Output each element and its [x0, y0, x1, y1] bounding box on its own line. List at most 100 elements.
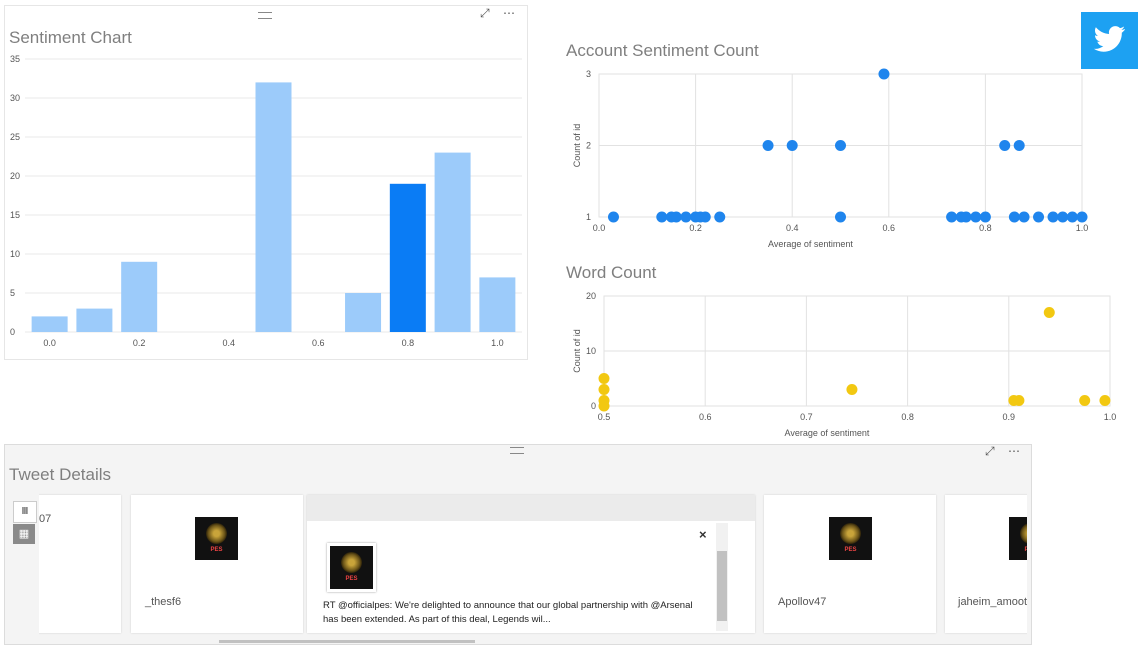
scatter-point	[999, 140, 1011, 151]
card-username: 07	[39, 513, 52, 525]
scatter-point	[1043, 307, 1055, 318]
x-tick-label: 0.0	[43, 338, 56, 348]
x-tick-label: 0.4	[786, 223, 799, 233]
scatter-point	[670, 211, 682, 223]
profile-thumbnail: PES	[195, 517, 238, 560]
list-view-button[interactable]: Ⅲ	[13, 501, 37, 523]
y-tick-label: 3	[586, 69, 591, 79]
more-options-icon[interactable]: ⋯	[1008, 444, 1020, 458]
scatter-point	[1008, 211, 1020, 223]
scatter-point	[699, 211, 711, 223]
vertical-scrollbar[interactable]	[716, 523, 728, 631]
y-axis-title: Count of id	[572, 124, 582, 168]
tweet-card[interactable]: PES _thesf6	[131, 495, 303, 633]
scatter-point	[1057, 211, 1069, 223]
x-axis-title: Average of sentiment	[768, 239, 853, 249]
y-tick-label: 1	[586, 212, 591, 222]
scatter-point	[607, 211, 619, 223]
y-tick-label: 10	[10, 249, 20, 259]
scatter-point	[598, 373, 610, 384]
x-tick-label: 0.8	[402, 338, 415, 348]
scatter-point	[1047, 211, 1059, 223]
scatter-point	[846, 384, 858, 395]
tweet-text: RT @officialpes: We're delighted to anno…	[323, 600, 693, 625]
x-tick-label: 0.2	[689, 223, 702, 233]
x-tick-label: 0.7	[800, 412, 813, 422]
scatter-point	[1099, 395, 1111, 406]
x-tick-label: 0.5	[598, 412, 611, 422]
x-tick-label: 0.8	[979, 223, 992, 233]
x-tick-label: 0.8	[901, 412, 914, 422]
tweet-card[interactable]: PES Apollov47	[764, 495, 936, 633]
profile-thumbnail: PES	[1009, 517, 1027, 560]
scatter-point	[598, 384, 610, 395]
y-axis-title: Count of id	[572, 329, 582, 373]
bar	[389, 183, 426, 332]
twitter-bird-icon	[1081, 12, 1138, 69]
more-options-icon[interactable]: ⋯	[503, 6, 515, 20]
word-count-title: Word Count	[566, 263, 657, 282]
y-tick-label: 2	[586, 141, 591, 151]
tweet-details-panel: ⤢ ⋯ Tweet Details Ⅲ ▦ 07 PES _thesf6 PES…	[4, 444, 1032, 645]
scatter-point	[979, 211, 991, 223]
scatter-point	[1076, 211, 1088, 223]
scatter-point	[762, 140, 774, 151]
card-username: _thesf6	[145, 596, 182, 608]
card-username: jaheim_amoot	[958, 596, 1027, 608]
bar	[345, 293, 382, 332]
y-tick-label: 0	[591, 401, 596, 411]
scatter-point	[786, 140, 798, 151]
scatter-point	[1066, 211, 1078, 223]
scatter-point	[1079, 395, 1091, 406]
scatter-point	[946, 211, 958, 223]
scatter-point	[714, 211, 726, 223]
bar	[121, 261, 158, 332]
scatter-point	[878, 68, 890, 80]
scatter-point	[598, 400, 610, 412]
x-tick-label: 0.9	[1003, 412, 1016, 422]
account-sentiment-scatter: 0.0 0.2 0.4 0.6 0.8 1.0 1 2 3 Average of sentimen…	[572, 68, 1089, 249]
scatter-point	[656, 211, 668, 223]
y-tick-label: 0	[10, 327, 15, 337]
x-tick-label: 0.6	[312, 338, 325, 348]
account-sentiment-title: Account Sentiment Count	[566, 41, 759, 60]
scatter-point	[1033, 211, 1045, 223]
tweet-card[interactable]: PES jaheim_amoot	[945, 495, 1027, 633]
x-tick-label: 1.0	[1076, 223, 1089, 233]
card-strip: 07 PES _thesf6 PES × RT @officialpes: We…	[39, 493, 1027, 635]
scatter-point	[835, 140, 846, 151]
profile-thumbnail: PES	[327, 543, 376, 592]
x-tick-label: 1.0	[491, 338, 504, 348]
close-icon[interactable]: ×	[699, 527, 707, 542]
y-tick-label: 20	[586, 291, 596, 301]
x-tick-label: 0.0	[593, 223, 606, 233]
bar	[31, 316, 68, 332]
word-count-scatter: 0.5 0.6 0.7 0.8 0.9 1.0 0 10 20 Average of sentim…	[572, 291, 1117, 438]
tweet-details-title: Tweet Details	[9, 465, 112, 484]
grid-view-button[interactable]: ▦	[13, 524, 35, 544]
y-tick-label: 10	[586, 346, 596, 356]
tweet-card[interactable]: 07	[39, 495, 121, 633]
y-tick-label: 20	[10, 171, 20, 181]
y-tick-label: 25	[10, 132, 20, 142]
focus-mode-icon[interactable]: ⤢	[985, 444, 995, 458]
scatter-point	[1018, 211, 1030, 223]
focus-mode-icon[interactable]: ⤢	[480, 6, 490, 20]
x-tick-label: 0.4	[222, 338, 235, 348]
scatter-point	[970, 211, 982, 223]
x-tick-label: 0.2	[133, 338, 146, 348]
expanded-tweet-card[interactable]: PES × RT @officialpes: We're delighted t…	[307, 495, 755, 633]
x-tick-label: 0.6	[699, 412, 712, 422]
x-tick-label: 1.0	[1104, 412, 1117, 422]
drag-grip-icon[interactable]	[258, 12, 272, 19]
bar	[255, 82, 292, 333]
y-tick-label: 35	[10, 54, 20, 64]
horizontal-scrollbar[interactable]	[219, 640, 475, 643]
profile-thumbnail: PES	[829, 517, 872, 560]
sentiment-bar-chart: 0 5 10 15 20 25 30 35 0.0 0.2 0.4 0.6 0.8 1.0	[10, 54, 522, 348]
y-tick-label: 15	[10, 210, 20, 220]
bar	[76, 308, 113, 332]
x-tick-label: 0.6	[883, 223, 896, 233]
drag-grip-icon[interactable]	[510, 447, 524, 454]
bar	[434, 152, 471, 332]
